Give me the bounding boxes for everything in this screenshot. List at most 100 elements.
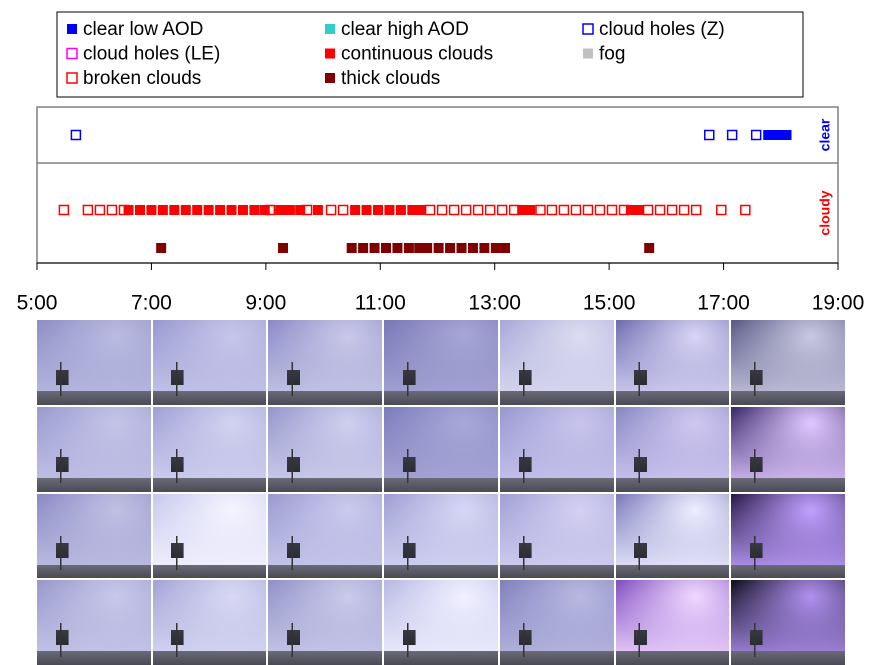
marker <box>422 243 433 253</box>
chart: clear low AOD clear high AOD cloud holes (… <box>17 11 865 315</box>
sky-image <box>384 406 498 492</box>
sky-image <box>268 406 383 492</box>
marker <box>146 205 157 215</box>
marker <box>448 204 460 216</box>
x-tick-label: 13:00 <box>468 292 521 315</box>
sky-image <box>499 406 614 492</box>
marker <box>525 205 536 215</box>
marker <box>58 204 70 216</box>
sky-image <box>384 320 498 405</box>
marker <box>295 205 306 215</box>
marker <box>770 130 781 140</box>
marker <box>467 243 478 253</box>
sky-image <box>37 493 151 579</box>
marker <box>594 204 606 216</box>
marker <box>94 204 106 216</box>
marker <box>82 204 94 216</box>
marker <box>106 204 118 216</box>
marker <box>249 205 260 215</box>
marker <box>582 204 594 216</box>
sky-image <box>731 580 845 665</box>
sky-image <box>499 320 614 405</box>
marker <box>644 243 655 253</box>
marker <box>259 205 270 215</box>
marker <box>278 243 289 253</box>
marker <box>415 205 426 215</box>
sky-image <box>384 493 498 579</box>
marker <box>479 243 490 253</box>
marker <box>726 129 738 141</box>
marker <box>70 129 82 141</box>
marker <box>666 204 678 216</box>
marker <box>625 205 636 215</box>
marker <box>781 130 792 140</box>
marker <box>358 243 369 253</box>
x-tick-label: 7:00 <box>131 292 172 315</box>
marker <box>123 205 134 215</box>
marker <box>517 205 528 215</box>
legend-label: broken clouds <box>83 68 201 89</box>
marker <box>180 205 191 215</box>
marker <box>716 204 727 216</box>
legend-swatch <box>66 47 78 60</box>
sky-image <box>731 320 845 405</box>
legend-label: cloud holes (LE) <box>83 44 220 65</box>
marker <box>606 204 618 216</box>
marker <box>192 205 203 215</box>
marker <box>284 205 295 215</box>
sky-image <box>499 493 614 579</box>
marker <box>490 243 501 253</box>
sky-image <box>499 580 614 665</box>
legend-swatch <box>582 23 594 35</box>
marker <box>484 204 496 216</box>
marker <box>535 204 546 216</box>
marker <box>654 204 666 216</box>
sky-image <box>152 580 267 665</box>
marker <box>203 205 214 215</box>
sky-image <box>37 580 151 665</box>
marker <box>750 129 762 141</box>
marker <box>275 205 286 215</box>
legend-swatch <box>325 73 335 83</box>
plot-frame <box>36 106 839 264</box>
marker <box>642 204 654 216</box>
legend-label: thick clouds <box>341 68 440 89</box>
x-tick-label: 17:00 <box>697 292 750 315</box>
sky-image <box>268 320 383 405</box>
marker <box>134 205 145 215</box>
x-tick-label: 19:00 <box>812 292 865 315</box>
marker <box>361 205 372 215</box>
marker <box>169 205 180 215</box>
marker <box>215 205 226 215</box>
marker <box>445 243 456 253</box>
sky-image <box>384 580 498 665</box>
row-label: clear <box>817 118 833 151</box>
sky-image <box>37 320 151 405</box>
marker <box>424 204 436 216</box>
sky-image <box>615 493 730 579</box>
sky-image <box>37 406 151 492</box>
marker <box>392 243 403 253</box>
x-tick-label: 9:00 <box>245 292 286 315</box>
marker <box>570 204 582 216</box>
legend-label: continuous clouds <box>341 44 493 65</box>
marker <box>678 204 690 216</box>
marker <box>633 205 644 215</box>
marker <box>414 243 425 253</box>
sky-image <box>268 580 383 665</box>
marker <box>558 204 570 216</box>
marker <box>325 204 337 216</box>
legend-label: clear high AOD <box>341 19 469 40</box>
sky-image <box>615 406 730 492</box>
marker <box>690 204 702 216</box>
marker <box>395 205 406 215</box>
marker <box>156 243 167 253</box>
photo-grid <box>37 320 845 665</box>
legend-swatch <box>66 72 78 84</box>
marker <box>496 204 508 216</box>
marker <box>346 243 357 253</box>
x-tick-label: 15:00 <box>583 292 636 315</box>
marker <box>456 243 467 253</box>
legend-swatch <box>325 48 335 59</box>
